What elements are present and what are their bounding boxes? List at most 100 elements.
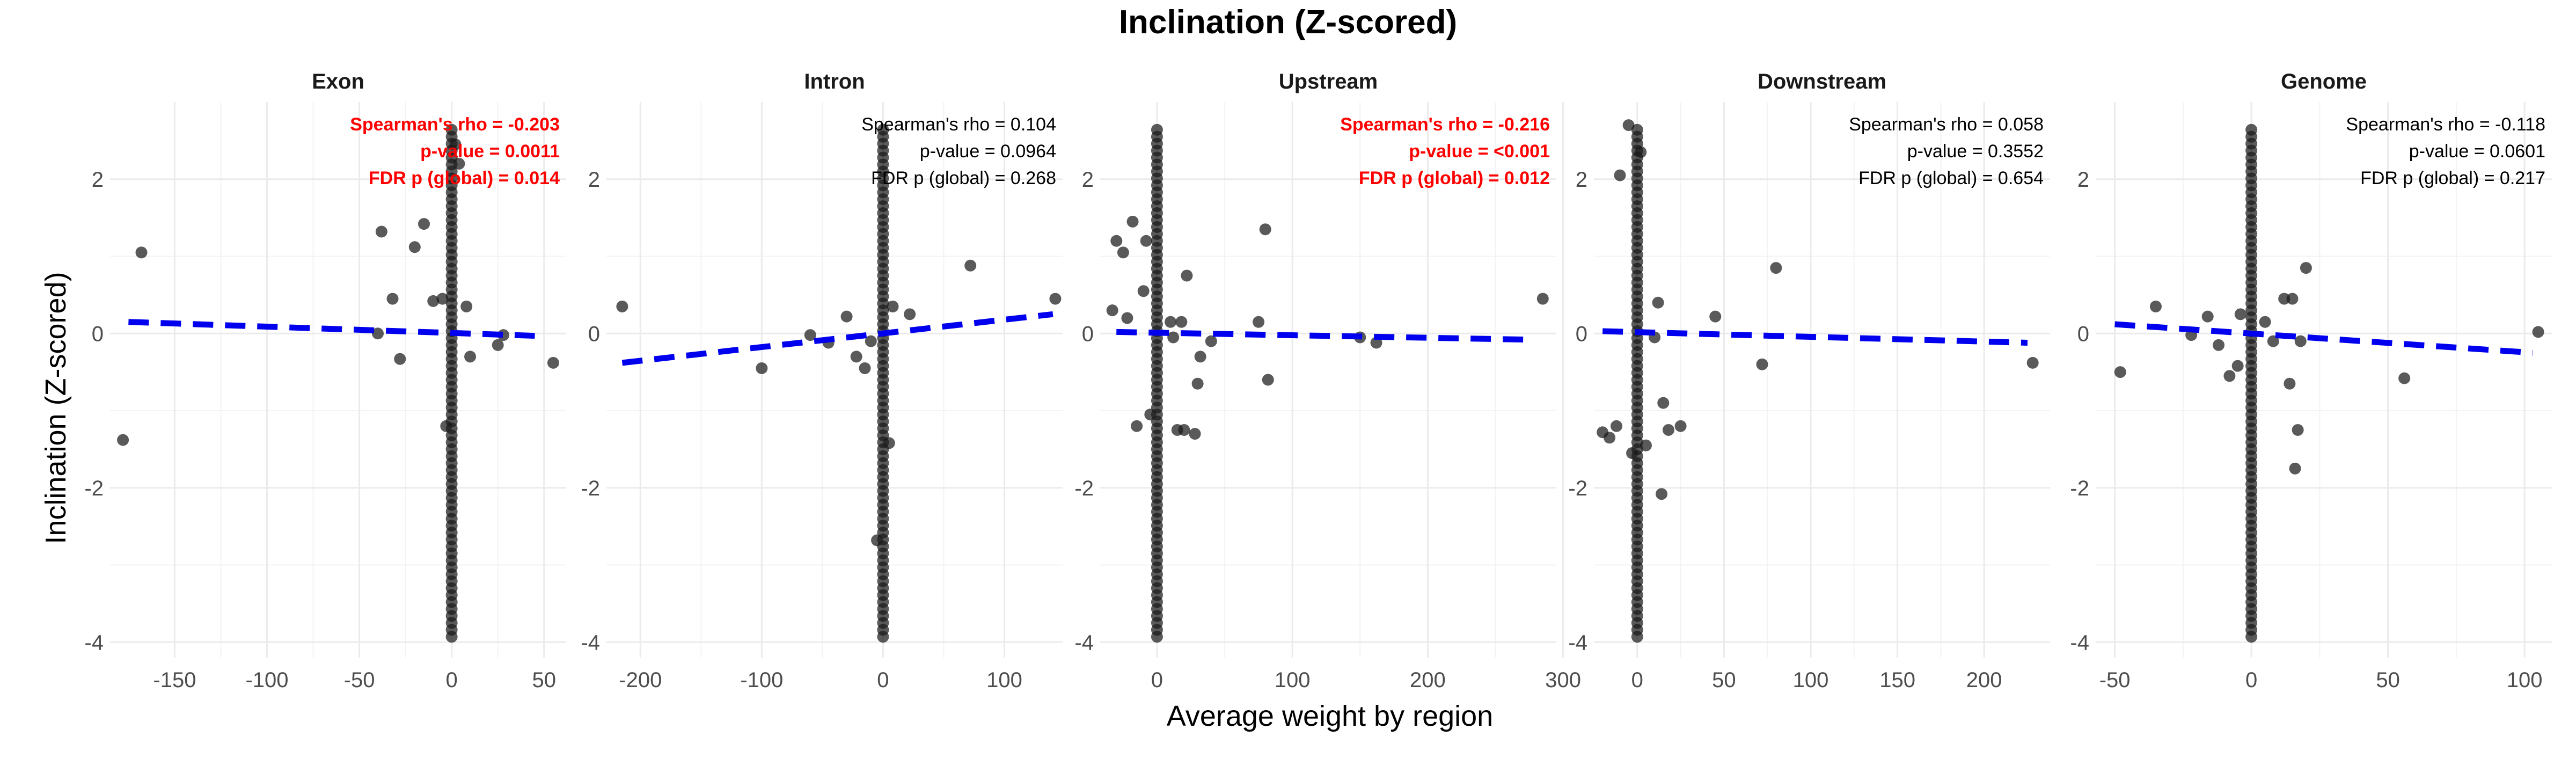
stat-annotation: p-value = <0.001 [1409, 141, 1550, 162]
y-tick-label: 2 [588, 168, 600, 192]
data-point [1144, 409, 1157, 421]
y-tick-label: -2 [581, 477, 600, 500]
trend-line [621, 311, 1053, 366]
data-point [1657, 397, 1670, 409]
trend-line [1116, 329, 1529, 343]
x-tick-label: 50 [1712, 668, 1736, 692]
stat-annotation: Spearman's rho = -0.118 [2346, 114, 2545, 135]
data-point [436, 293, 449, 305]
data-point [440, 420, 452, 432]
data-point [871, 534, 883, 546]
stat-annotation: FDR p (global) = 0.014 [369, 168, 560, 188]
data-point [371, 327, 384, 340]
panel-title: Exon [312, 70, 364, 93]
x-tick-label: 100 [2507, 668, 2543, 692]
data-point [386, 293, 399, 305]
y-tick-label: -2 [2070, 477, 2089, 500]
data-point [1662, 424, 1674, 436]
data-point [859, 362, 871, 374]
y-tick-label: 2 [92, 168, 104, 192]
data-point [2223, 370, 2236, 382]
data-point [2398, 372, 2411, 384]
data-point [1604, 432, 1616, 444]
data-point [840, 310, 853, 323]
y-tick-label: -4 [2070, 631, 2089, 654]
stat-annotation: FDR p (global) = 0.654 [1858, 168, 2044, 188]
data-point [1262, 374, 1274, 386]
y-tick-label: -2 [1074, 477, 1094, 500]
x-tick-label: 50 [532, 668, 556, 692]
y-tick-label: 0 [1576, 322, 1587, 346]
panel-title: Intron [804, 70, 865, 93]
data-point [1205, 335, 1217, 347]
stat-annotation: p-value = 0.3552 [1907, 141, 2044, 162]
data-point [1181, 269, 1193, 282]
y-tick-label: -2 [84, 477, 104, 500]
trend-line [1602, 328, 2028, 346]
data-point [1259, 223, 1271, 236]
data-point [1635, 146, 1647, 158]
data-point [1640, 439, 1652, 451]
data-point [117, 434, 129, 446]
x-tick-label: 100 [986, 668, 1022, 692]
data-point [883, 437, 895, 449]
y-tick-label: -4 [581, 631, 600, 654]
data-point [1167, 331, 1180, 344]
data-point [1674, 420, 1687, 432]
data-point [2532, 326, 2544, 338]
data-point [2201, 310, 2214, 323]
data-point [1756, 358, 1768, 370]
data-point [418, 218, 430, 230]
data-point [1106, 304, 1118, 317]
panel-title: Genome [2281, 70, 2367, 93]
stat-annotation: Spearman's rho = -0.216 [1340, 114, 1550, 135]
x-tick-label: -100 [245, 668, 288, 692]
stat-annotation: Spearman's rho = -0.203 [350, 114, 560, 135]
x-tick-label: 150 [1879, 668, 1915, 692]
data-point [1151, 123, 1163, 136]
data-point [2213, 339, 2225, 351]
x-tick-label: -50 [2099, 668, 2131, 692]
trend-line [2114, 321, 2533, 356]
stat-annotation: Spearman's rho = 0.058 [1849, 114, 2044, 135]
data-point [1656, 488, 1668, 500]
data-point [616, 300, 628, 312]
data-point [877, 123, 889, 136]
data-point [2026, 356, 2039, 369]
data-point [1178, 424, 1190, 436]
stat-annotation: p-value = 0.0011 [420, 141, 560, 162]
data-point [1175, 316, 1188, 328]
panel-intron: Intron -4 -2 0 2 -200 -100 0 100 Spearman's rho =… [581, 70, 1063, 692]
data-point [1165, 316, 1177, 328]
x-tick-label: 0 [1631, 668, 1643, 692]
data-point [1253, 316, 1265, 328]
data-point [1126, 215, 1139, 228]
panel-downstream: Downstream -4 -2 0 2 0 50 100 150 200 Spearman's r… [1568, 70, 2050, 692]
stat-annotation: p-value = 0.0964 [920, 141, 1056, 162]
x-tick-label: 200 [1410, 668, 1446, 692]
x-tick-label: 100 [1793, 668, 1829, 692]
data-point [756, 362, 768, 374]
data-point [865, 335, 877, 347]
y-tick-label: 2 [1576, 168, 1587, 192]
stat-annotation: FDR p (global) = 0.268 [871, 168, 1056, 188]
data-point [1131, 420, 1143, 432]
data-point [460, 300, 473, 312]
data-point [1709, 310, 1722, 323]
data-point [2292, 424, 2304, 436]
y-tick-label: 0 [92, 322, 104, 346]
y-tick-label: 0 [1082, 322, 1094, 346]
data-point [492, 339, 504, 351]
x-tick-label: -200 [619, 668, 662, 692]
data-point [1049, 293, 1062, 305]
data-point [1622, 119, 1635, 132]
y-tick-label: -4 [84, 631, 104, 654]
x-tick-label: 0 [1151, 668, 1163, 692]
data-point [1194, 351, 1206, 363]
data-point [135, 246, 148, 259]
y-tick-label: 2 [1082, 168, 1094, 192]
data-point [804, 329, 816, 341]
data-point [1536, 293, 1549, 305]
panel-exon: Exon -4 -2 0 2 -150 -100 -50 0 50 Spearman's rho =… [84, 70, 566, 692]
